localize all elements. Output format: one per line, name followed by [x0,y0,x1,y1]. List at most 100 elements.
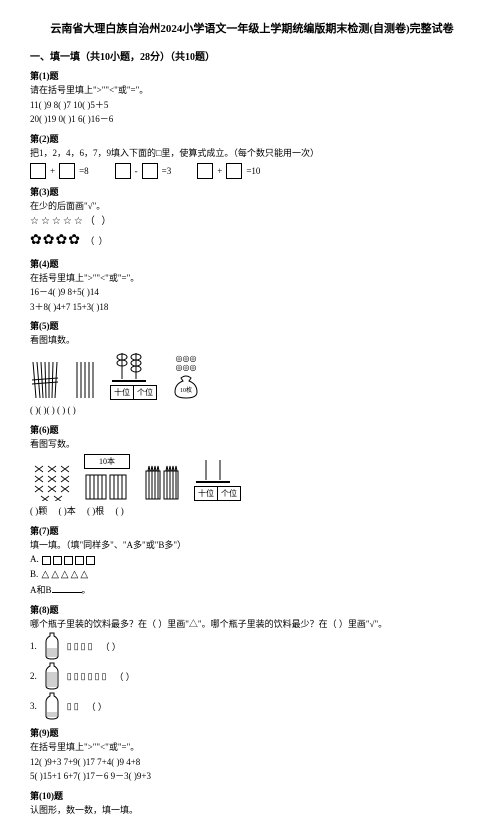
q8-intro: 哪个瓶子里装的饮料最多？在（ ）里画"△"。哪个瓶子里装的饮料最少？在（ ）里画… [30,618,474,631]
q5-intro: 看图填数。 [30,334,474,347]
q7-b-label: B. [30,569,38,579]
q2-intro: 把1，2，4，6，7，9填入下面的□里，使算式成立。（每个数只能用一次） [30,147,474,160]
page-title: 云南省大理白族自治州2024小学语文一年级上学期统编版期末检测(自测卷)完整试卷 [30,20,474,36]
q4-label: 第(4)题 [30,257,474,270]
q2-equations: +=8 -=3 +=10 [30,163,474,179]
q8-n2: 2. [30,671,37,681]
abacus-figure: 十位 个位 [110,351,157,400]
coin-bag-figure: ◎◎◎◎◎◎ 10枚 [171,354,201,400]
abacus-shi: 十位 [111,386,134,399]
q7-intro: 填一填。（填"同样多"、"A多"或"B多"） [30,539,474,552]
cap-c: 根 [95,506,104,516]
cups-icon: ▯▯▯▯▯▯ [67,671,109,682]
q6-abacus: 十位 个位 [194,458,241,501]
bows-icon [30,461,70,501]
triangle-icon: △ [80,568,88,582]
q8-label: 第(8)题 [30,603,474,616]
abacus-icon [194,458,232,486]
q8-paren: （ ） [87,700,107,713]
triangle-icon: △ [61,568,69,582]
q1-row2: 20( )19 0( )1 6( )16－6 [30,113,474,126]
q10-label: 第(10)题 [30,789,474,802]
q8-n3: 3. [30,701,37,711]
sticks-bundle-icon [30,360,60,400]
q3-intro: 在少的后面画"√"。 [30,200,474,213]
eq-text: =3 [162,166,172,176]
abacus-shi: 十位 [195,487,218,500]
square-icon [75,556,84,565]
q8-row2: 2. ▯▯▯▯▯▯ （ ） [30,662,474,690]
q7-row-b: B. △△△△△ [30,568,474,582]
abacus-ge: 个位 [134,386,156,399]
q5-figures: 十位 个位 ◎◎◎◎◎◎ 10枚 [30,351,474,400]
q9-row1: 12( )9+3 7+9( )17 7+4( )9 4+8 [30,756,474,769]
square-icon [53,556,62,565]
q8-paren: （ ） [101,640,121,653]
blank-box [226,163,242,179]
abacus-labels: 十位 个位 [194,486,241,501]
q7-conc-pre: A和B [30,585,52,595]
q3-stars: ☆☆☆☆☆（ ） [30,215,474,229]
q7-label: 第(7)题 [30,524,474,537]
cap-b: 本 [67,506,76,516]
q6-intro: 看图写数。 [30,438,474,451]
q9-label: 第(9)题 [30,726,474,739]
q8-row1: 1. ▯▯▯▯ （ ） [30,632,474,660]
blank-box [59,163,75,179]
abacus-labels: 十位 个位 [110,385,157,400]
q7-a-label: A. [30,554,39,564]
flower-icon: ✿✿✿✿ [30,233,81,248]
books-icon [84,471,130,501]
blank-box [115,163,131,179]
q5-parens: ( )( )( ) ( ) ( ) [30,404,474,417]
q1-label: 第(1)题 [30,69,474,82]
q6-figures: 10本 十位 个位 [30,454,474,501]
abacus-ge: 个位 [218,487,240,500]
square-icon [86,556,95,565]
q8-row3: 3. ▯▯ （ ） [30,692,474,720]
q7-row-a: A. [30,553,474,566]
bag-text: 10枚 [180,386,192,394]
q3-label: 第(3)题 [30,185,474,198]
blank-box [30,163,46,179]
q6-caption-row: ( )颗 ( )本 ( )根 ( ) [30,505,474,518]
blank-box [197,163,213,179]
triangle-icon: △ [51,568,59,582]
abacus-icon [110,351,148,385]
q9-intro: 在括号里填上">""<"或"="。 [30,741,474,754]
q3-flower-paren: （ ） [85,236,108,246]
q7-conclusion: A和B 。 [30,584,474,597]
eq-text: =8 [79,166,89,176]
coins-row: ◎◎◎◎◎◎ [171,354,201,372]
ten-books-label: 10本 [84,454,130,469]
blank-box [142,163,158,179]
q4-row1: 16－4( )9 8+5( )14 [30,286,474,299]
q8-paren: （ ） [114,670,134,683]
eq-text: =10 [246,166,260,176]
q5-label: 第(5)题 [30,319,474,332]
q1-intro: 请在括号里填上">""<"或"="。 [30,84,474,97]
cap-a: 颗 [38,506,47,516]
q6-label: 第(6)题 [30,423,474,436]
q9-row2: 5( )15+1 6+7( )17－6 9－3( )9+3 [30,770,474,783]
section-1-head: 一、填一填（共10小题，28分）（共10题） [30,48,474,63]
q4-row2: 3＋8( )4+7 15+3( )18 [30,301,474,314]
blank-underline [52,584,82,593]
q10-intro: 认图形，数一数，填一填。 [30,804,474,817]
triangle-icon: △ [42,568,50,582]
square-icon [42,556,51,565]
q2-label: 第(2)题 [30,132,474,145]
sticks-loose-icon [74,360,96,400]
crayons-icon [144,461,180,501]
q3-flowers: ✿✿✿✿ （ ） [30,231,474,251]
cups-icon: ▯▯▯▯ [67,641,95,652]
q4-intro: 在括号里填上">""<"或"="。 [30,272,474,285]
bag-icon: 10枚 [171,374,201,400]
triangle-icon: △ [71,568,79,582]
q7-conc-post: 。 [82,585,91,595]
bottle-icon [43,662,61,690]
q8-n1: 1. [30,641,37,651]
cups-icon: ▯▯ [67,701,81,712]
bottle-icon [43,692,61,720]
square-icon [64,556,73,565]
